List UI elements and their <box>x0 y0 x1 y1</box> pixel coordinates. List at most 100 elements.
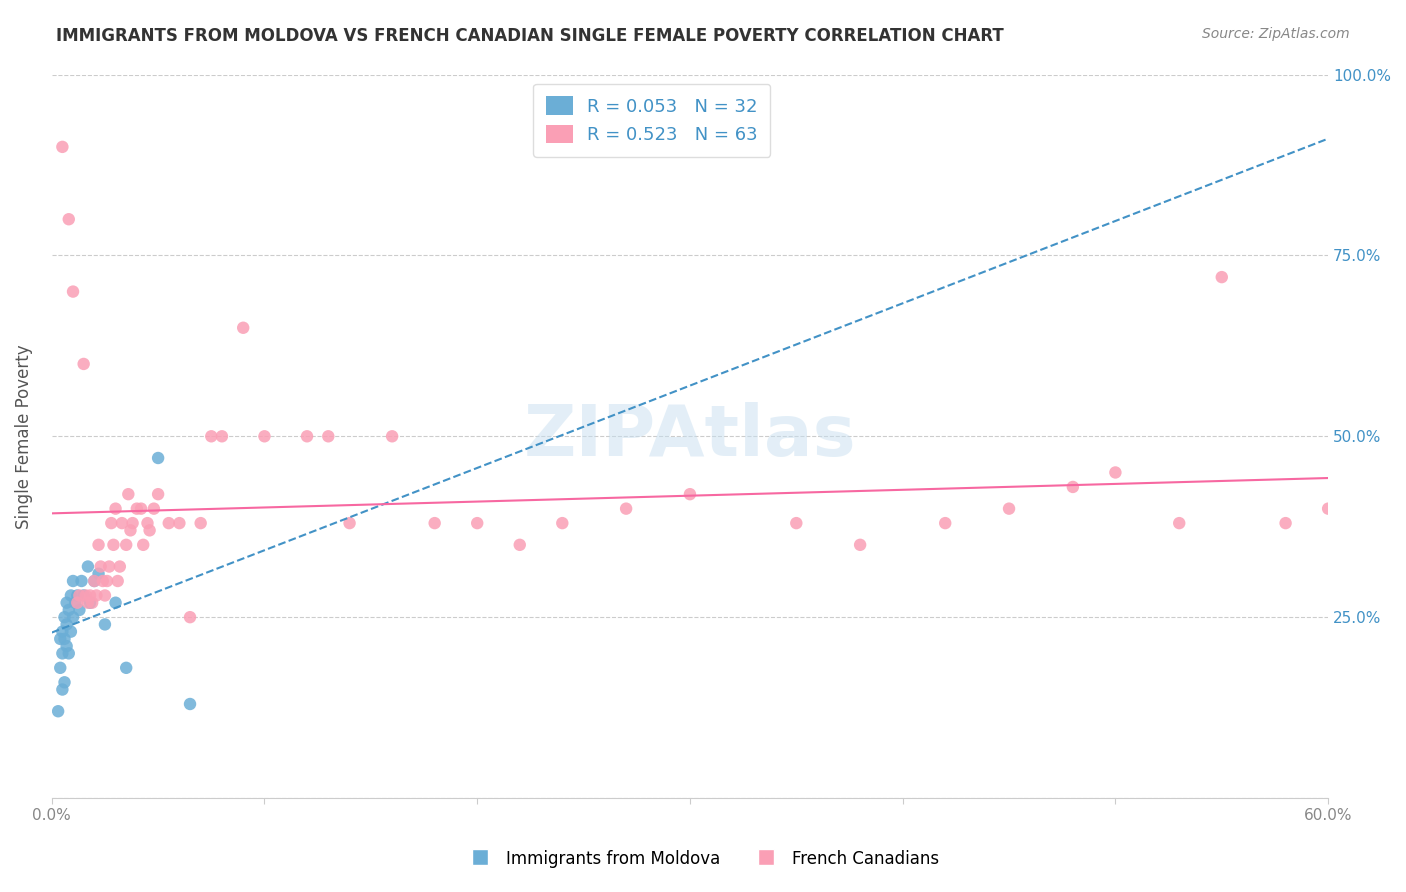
Point <box>1211 270 1233 285</box>
Point <box>94 617 117 632</box>
Point <box>59 624 82 639</box>
Point <box>87 566 110 581</box>
Text: IMMIGRANTS FROM MOLDOVA VS FRENCH CANADIAN SINGLE FEMALE POVERTY CORRELATION CHA: IMMIGRANTS FROM MOLDOVA VS FRENCH CANADI… <box>56 27 1004 45</box>
Point <box>51 140 73 154</box>
Point <box>103 538 125 552</box>
Point <box>120 524 142 538</box>
Point <box>339 516 361 530</box>
Point <box>51 624 73 639</box>
Point <box>108 559 131 574</box>
Point <box>98 559 121 574</box>
Point <box>51 646 73 660</box>
Point <box>146 487 169 501</box>
Point <box>46 704 69 718</box>
Point <box>49 661 72 675</box>
Point <box>67 603 90 617</box>
Point <box>49 632 72 646</box>
Point <box>146 450 169 465</box>
Point <box>55 617 77 632</box>
Point <box>104 501 127 516</box>
Point <box>79 596 101 610</box>
Point <box>1317 501 1340 516</box>
Point <box>1168 516 1191 530</box>
Point <box>96 574 118 588</box>
Point <box>55 639 77 653</box>
Point <box>66 589 89 603</box>
Point <box>73 589 96 603</box>
Point <box>253 429 276 443</box>
Point <box>111 516 134 530</box>
Point <box>75 589 97 603</box>
Point <box>849 538 872 552</box>
Point <box>83 574 105 588</box>
Point <box>77 559 100 574</box>
Point <box>115 538 138 552</box>
Point <box>82 596 104 610</box>
Point <box>232 320 254 334</box>
Point <box>998 501 1021 516</box>
Text: ZIPAtlas: ZIPAtlas <box>523 401 856 471</box>
Point <box>551 516 574 530</box>
Point <box>423 516 446 530</box>
Point <box>142 501 165 516</box>
Point <box>295 429 318 443</box>
Point <box>79 589 101 603</box>
Point <box>157 516 180 530</box>
Point <box>117 487 139 501</box>
Point <box>86 589 108 603</box>
Point <box>53 610 76 624</box>
Point <box>129 501 152 516</box>
Point <box>73 357 96 371</box>
Point <box>465 516 488 530</box>
Point <box>59 589 82 603</box>
Point <box>51 682 73 697</box>
Point <box>58 212 80 227</box>
Point <box>62 574 84 588</box>
Point <box>77 596 100 610</box>
Point <box>107 574 129 588</box>
Point <box>211 429 233 443</box>
Point <box>138 524 160 538</box>
Point <box>90 559 112 574</box>
Legend: R = 0.053   N = 32, R = 0.523   N = 63: R = 0.053 N = 32, R = 0.523 N = 63 <box>533 84 770 157</box>
Point <box>132 538 155 552</box>
Point <box>55 596 77 610</box>
Point <box>62 285 84 299</box>
Point <box>58 646 80 660</box>
Y-axis label: Single Female Poverty: Single Female Poverty <box>15 344 32 529</box>
Point <box>70 574 93 588</box>
Point <box>785 516 807 530</box>
Point <box>91 574 114 588</box>
Point <box>94 589 117 603</box>
Legend: Immigrants from Moldova, French Canadians: Immigrants from Moldova, French Canadian… <box>461 843 945 875</box>
Point <box>179 610 201 624</box>
Point <box>169 516 191 530</box>
Point <box>200 429 222 443</box>
Point <box>934 516 956 530</box>
Point <box>1104 466 1126 480</box>
Point <box>121 516 143 530</box>
Point <box>104 596 127 610</box>
Point <box>1062 480 1084 494</box>
Point <box>125 501 148 516</box>
Point <box>614 501 637 516</box>
Point <box>63 596 86 610</box>
Point <box>66 596 89 610</box>
Point <box>679 487 702 501</box>
Text: Source: ZipAtlas.com: Source: ZipAtlas.com <box>1202 27 1350 41</box>
Point <box>83 574 105 588</box>
Point <box>100 516 122 530</box>
Point <box>53 675 76 690</box>
Point <box>381 429 404 443</box>
Point <box>190 516 212 530</box>
Point <box>58 603 80 617</box>
Point <box>87 538 110 552</box>
Point <box>1274 516 1296 530</box>
Point <box>136 516 159 530</box>
Point <box>509 538 531 552</box>
Point <box>53 632 76 646</box>
Point <box>67 589 90 603</box>
Point <box>62 610 84 624</box>
Point <box>179 697 201 711</box>
Point <box>115 661 138 675</box>
